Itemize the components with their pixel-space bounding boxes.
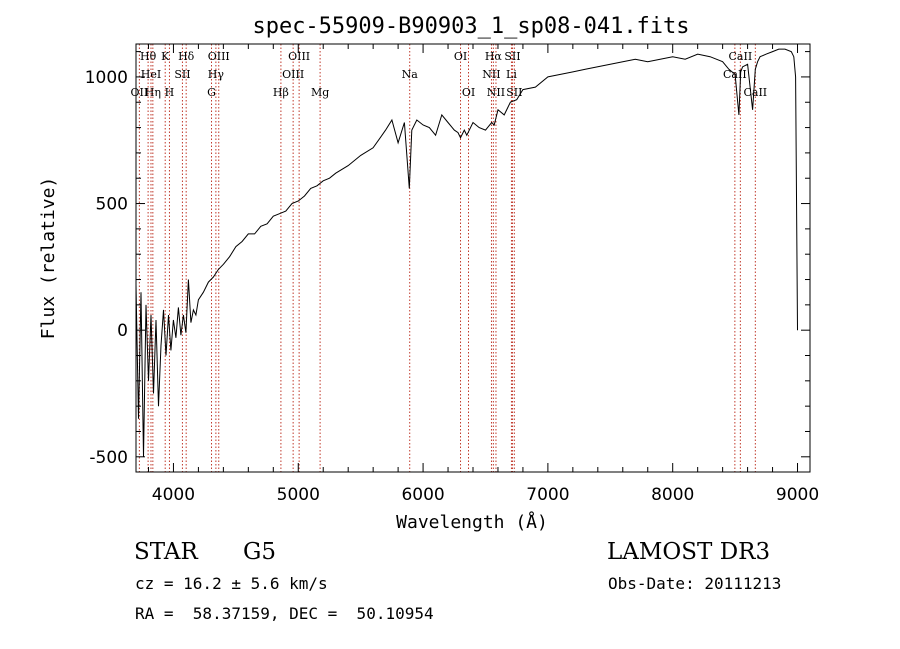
line-label-SII: SII — [504, 50, 520, 63]
line-label-Hα: Hα — [485, 50, 503, 63]
x-tick-label: 9000 — [776, 485, 819, 505]
object-class: STAR — [134, 539, 198, 565]
line-label-K: K — [161, 50, 170, 63]
survey-name: LAMOST DR3 — [607, 539, 771, 565]
line-label-OIII: OIII — [208, 50, 230, 63]
line-label-OI: OI — [454, 50, 467, 63]
line-label-Hη: Hη — [145, 86, 161, 99]
line-label-OIII: OIII — [282, 68, 304, 81]
line-label-Hδ: Hδ — [178, 50, 195, 63]
y-axis: -500 0 500 1000 — [85, 51, 810, 468]
x-axis-label: Wavelength (Å) — [396, 511, 548, 533]
y-tick-label: 500 — [96, 195, 128, 215]
line-label-Li: Li — [506, 68, 517, 81]
line-label-NII: NII — [487, 86, 505, 99]
line-label-OIII: OIII — [288, 50, 310, 63]
line-label-OII: OII — [131, 86, 149, 99]
spectrum-line — [135, 48, 798, 457]
x-axis: 4000 5000 6000 7000 8000 9000 — [147, 44, 819, 505]
x-tick-label: 6000 — [401, 485, 444, 505]
line-label-NII: NII — [482, 68, 500, 81]
y-tick-label: -500 — [89, 448, 128, 468]
y-tick-label: 1000 — [85, 68, 128, 88]
x-tick-label: 4000 — [152, 485, 195, 505]
line-label-SII: SII — [174, 68, 190, 81]
line-label-HeI: HeI — [141, 68, 161, 81]
x-tick-label: 7000 — [526, 485, 569, 505]
y-axis-label: Flux (relative) — [38, 177, 59, 340]
line-label-Mg: Mg — [311, 86, 329, 99]
plot-frame — [135, 43, 811, 473]
line-label-H: H — [165, 86, 175, 99]
line-label-Hβ: Hβ — [273, 86, 289, 99]
line-label-G: G — [207, 86, 216, 99]
x-tick-label: 5000 — [277, 485, 320, 505]
line-label-Hγ: Hγ — [208, 68, 225, 81]
chart-title: spec-55909-B90903_1_sp08-041.fits — [252, 14, 689, 39]
line-label-SII: SII — [506, 86, 522, 99]
line-label-OI: OI — [462, 86, 475, 99]
redshift-velocity: cz = 16.2 ± 5.6 km/s — [135, 574, 328, 593]
emission-line-labels: Hθ OII HeI Hη K SII H Hδ OIII Hγ G OIII OIII Hβ Mg Na OI… — [131, 50, 768, 99]
observation-date: Obs-Date: 20111213 — [608, 574, 782, 593]
object-subclass: G5 — [243, 539, 277, 565]
coordinates: RA = 58.37159, DEC = 50.10954 — [135, 604, 434, 623]
x-tick-label: 8000 — [651, 485, 694, 505]
emission-line-markers — [138, 44, 756, 472]
y-tick-label: 0 — [117, 321, 128, 341]
line-label-CaII: CaII — [743, 86, 767, 99]
line-label-Na: Na — [402, 68, 419, 81]
line-label-Hθ: Hθ — [140, 50, 157, 63]
line-label-CaII: CaII — [729, 50, 753, 63]
